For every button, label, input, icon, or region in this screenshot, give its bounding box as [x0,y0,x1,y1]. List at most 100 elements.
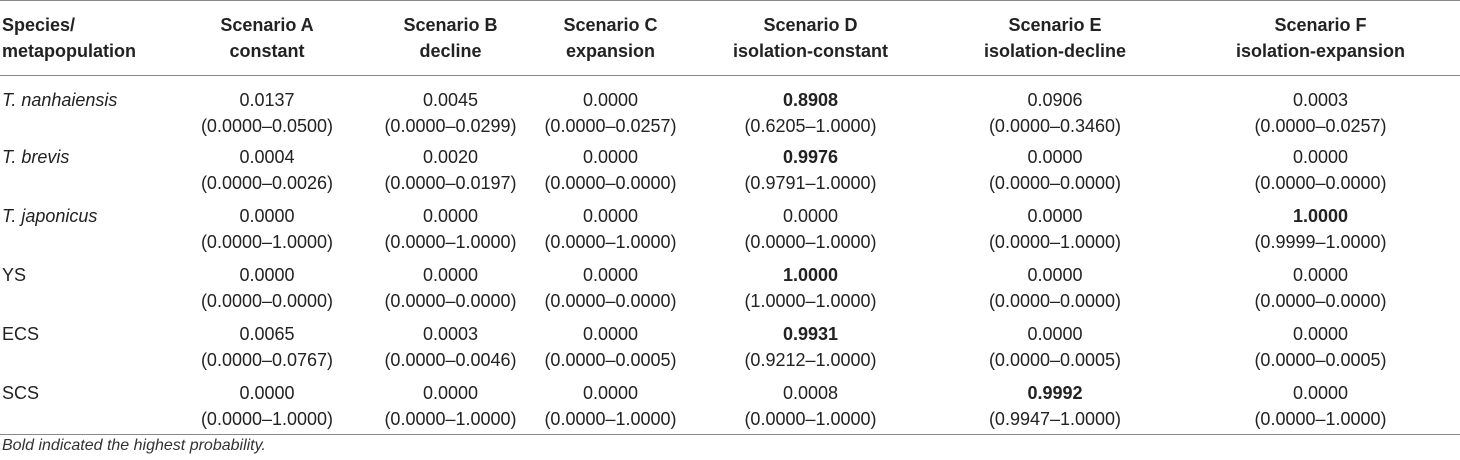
table-cell: 0.0000 (0.0000–0.0000) [929,262,1181,321]
cell-interval: (0.0000–0.0257) [1254,116,1387,136]
row-label: T. nanhaiensis [2,90,118,110]
cell-interval: (0.0000–1.0000) [384,408,517,429]
row-label: SCS [0,379,162,435]
table-cell: 1.0000 (1.0000–1.0000) [692,262,929,321]
header-row: Species/ metapopulation Scenario A const… [0,0,1460,76]
row-label: YS [2,264,27,285]
cell-interval: (0.0000–0.0257) [544,116,677,136]
cell-interval: (0.6205–1.0000) [744,116,877,136]
cell-interval: (0.0000–1.0000) [1254,408,1387,429]
cell-probability: 0.0000 [582,146,639,167]
table-cell: 0.0137 (0.0000–0.0500) [162,76,372,144]
table-cell: 0.0000 (0.0000–1.0000) [162,379,372,435]
cell-interval: (0.0000–0.0197) [384,172,517,193]
table-cell: 0.9976 (0.9791–1.0000) [692,144,929,203]
cell-probability: 0.0000 [1292,382,1349,403]
row-label: T. japonicus [2,205,98,226]
cell-probability: 1.0000 [1292,205,1349,226]
cell-interval: (0.0000–1.0000) [988,231,1122,252]
cell-interval: (0.0000–0.0000) [1254,290,1387,311]
cell-interval: (0.0000–1.0000) [544,231,677,252]
header-scenario-d: Scenario D isolation-constant [692,0,929,76]
table-row: T. nanhaiensis 0.0137 (0.0000–0.0500) 0.004… [0,76,1460,144]
table-cell: 0.0000 (0.0000–0.0005) [529,321,692,380]
table-row: T. japonicus 0.0000 (0.0000–1.0000) 0.0000 (… [0,203,1460,262]
cell-probability: 0.0000 [582,264,639,285]
cell-probability: 0.0000 [1292,264,1349,285]
table-cell: 0.9931 (0.9212–1.0000) [692,321,929,380]
cell-interval: (0.0000–0.0000) [544,290,677,311]
cell-interval: (0.0000–0.0026) [200,172,334,193]
cell-probability: 0.0045 [422,90,479,110]
cell-interval: (0.0000–0.0000) [988,172,1122,193]
cell-interval: (0.0000–0.0005) [544,349,677,370]
table-cell: 0.0004 (0.0000–0.0026) [162,144,372,203]
table-footnote: Bold indicated the highest probability. [2,437,266,454]
table-cell: 0.0003 (0.0000–0.0257) [1181,76,1460,144]
cell-probability: 0.9992 [1027,382,1083,403]
header-scenario-f: Scenario F isolation-expansion [1181,0,1460,76]
cell-interval: (0.0000–0.0000) [384,290,517,311]
header-scenario-b: Scenario B decline [372,0,529,76]
cell-probability: 0.0000 [1027,264,1083,285]
cell-probability: 0.0000 [582,90,639,110]
table-cell: 0.0000 (0.0000–1.0000) [529,203,692,262]
table-cell: 0.0008 (0.0000–1.0000) [692,379,929,435]
cell-interval: (0.0000–1.0000) [744,408,877,429]
table-row: SCS 0.0000 (0.0000–1.0000) 0.0000 (0.0000–1.… [0,379,1460,435]
table-cell: 0.0000 (0.0000–0.0000) [372,262,529,321]
table-cell: 0.0000 (0.0000–0.0000) [929,144,1181,203]
table-cell: 0.0000 (0.0000–0.0005) [929,321,1181,380]
table-cell: 0.0000 (0.0000–0.0000) [1181,144,1460,203]
cell-interval: (0.0000–0.0000) [1254,172,1387,193]
cell-interval: (0.0000–0.0046) [384,349,517,370]
probability-table: Species/ metapopulation Scenario A const… [0,0,1460,435]
table-cell: 0.0000 (0.0000–0.0005) [1181,321,1460,380]
cell-interval: (0.0000–1.0000) [384,231,517,252]
table-cell: 0.0000 (0.0000–0.0000) [529,144,692,203]
table-cell: 1.0000 (0.9999–1.0000) [1181,203,1460,262]
cell-probability: 0.0000 [1292,146,1349,167]
cell-interval: (0.0000–0.0000) [544,172,677,193]
table-cell: 0.0000 (0.0000–1.0000) [1181,379,1460,435]
cell-probability: 0.0000 [239,205,295,226]
cell-probability: 1.0000 [782,264,839,285]
cell-probability: 0.0003 [1292,90,1349,110]
table-cell: 0.0000 (0.0000–1.0000) [692,203,929,262]
cell-probability: 0.0020 [422,146,479,167]
table-cell: 0.0000 (0.0000–0.0000) [529,262,692,321]
cell-interval: (0.0000–0.0005) [1254,349,1387,370]
table-cell: 0.0000 (0.0000–1.0000) [929,203,1181,262]
table-row: YS 0.0000 (0.0000–0.0000) 0.0000 (0.0000–0.0… [0,262,1460,321]
table-cell: 0.0906 (0.0000–0.3460) [929,76,1181,144]
header-scenario-a: Scenario A constant [162,0,372,76]
cell-probability: 0.0000 [422,205,479,226]
cell-interval: (0.9791–1.0000) [744,172,877,193]
cell-interval: (0.0000–0.0767) [200,349,334,370]
cell-probability: 0.9931 [782,323,839,344]
table-cell: 0.0000 (0.0000–0.0000) [1181,262,1460,321]
table-cell: 0.0020 (0.0000–0.0197) [372,144,529,203]
cell-probability: 0.0008 [782,382,839,403]
cell-probability: 0.0000 [422,382,479,403]
header-scenario-e: Scenario E isolation-decline [929,0,1181,76]
cell-interval: (1.0000–1.0000) [744,290,877,311]
cell-probability: 0.0000 [582,323,639,344]
cell-probability: 0.0000 [422,264,479,285]
cell-probability: 0.0000 [582,382,639,403]
table-cell: 0.0000 (0.0000–1.0000) [372,379,529,435]
cell-interval: (0.0000–0.0500) [200,116,334,136]
table-cell: 0.0003 (0.0000–0.0046) [372,321,529,380]
cell-interval: (0.0000–0.0005) [988,349,1122,370]
cell-probability: 0.0004 [239,146,295,167]
table-cell: 0.0000 (0.0000–0.0000) [162,262,372,321]
cell-interval: (0.0000–1.0000) [544,408,677,429]
table-cell: 0.8908 (0.6205–1.0000) [692,76,929,144]
table-cell: 0.0000 (0.0000–1.0000) [529,379,692,435]
cell-probability: 0.0000 [1027,323,1083,344]
table-cell: 0.0000 (0.0000–1.0000) [162,203,372,262]
cell-probability: 0.8908 [782,90,839,110]
cell-probability: 0.0000 [582,205,639,226]
cell-interval: (0.0000–0.3460) [988,116,1122,136]
